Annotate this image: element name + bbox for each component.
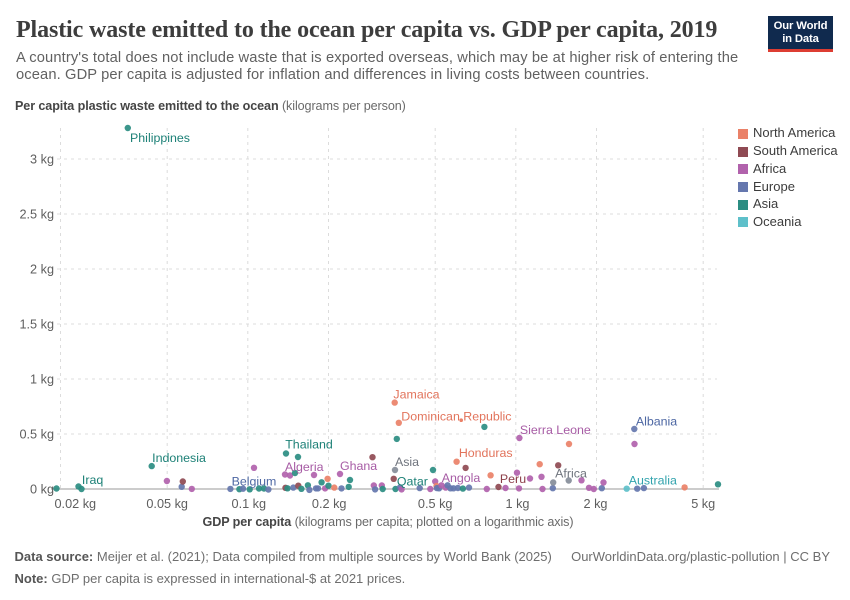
svg-text:Iraq: Iraq (82, 473, 103, 487)
svg-text:Qatar: Qatar (397, 474, 428, 488)
svg-text:2.5 kg: 2.5 kg (19, 208, 54, 222)
svg-text:0.5 kg: 0.5 kg (418, 497, 453, 511)
svg-text:Dominican Republic: Dominican Republic (401, 410, 511, 424)
svg-text:3 kg: 3 kg (30, 153, 54, 167)
svg-text:1 kg: 1 kg (30, 373, 54, 387)
svg-text:Algeria: Algeria (285, 460, 324, 474)
svg-text:Asia: Asia (395, 455, 419, 469)
svg-text:0.1 kg: 0.1 kg (232, 497, 267, 511)
svg-text:Sierra Leone: Sierra Leone (520, 423, 591, 437)
svg-text:Philippines: Philippines (130, 131, 190, 145)
svg-text:Indonesia: Indonesia (152, 451, 206, 465)
svg-text:0 kg: 0 kg (30, 483, 54, 497)
svg-text:0.5 kg: 0.5 kg (19, 428, 54, 442)
svg-text:1 kg: 1 kg (506, 497, 530, 511)
svg-text:0.02 kg: 0.02 kg (55, 497, 97, 511)
svg-text:Peru: Peru (500, 472, 526, 486)
svg-text:Angola: Angola (442, 471, 481, 485)
svg-text:1.5 kg: 1.5 kg (19, 318, 54, 332)
svg-text:Belgium: Belgium (232, 474, 277, 488)
svg-text:2 kg: 2 kg (30, 263, 54, 277)
svg-text:Australia: Australia (629, 474, 677, 488)
svg-text:Africa: Africa (555, 467, 587, 481)
svg-text:Ghana: Ghana (340, 459, 377, 473)
svg-text:Honduras: Honduras (459, 446, 513, 460)
svg-text:Albania: Albania (636, 415, 677, 429)
svg-text:Thailand: Thailand (285, 438, 333, 452)
svg-text:2 kg: 2 kg (584, 497, 608, 511)
svg-text:Jamaica: Jamaica (393, 388, 439, 402)
svg-text:0.2 kg: 0.2 kg (312, 497, 347, 511)
svg-text:5 kg: 5 kg (691, 497, 715, 511)
svg-text:0.05 kg: 0.05 kg (146, 497, 188, 511)
